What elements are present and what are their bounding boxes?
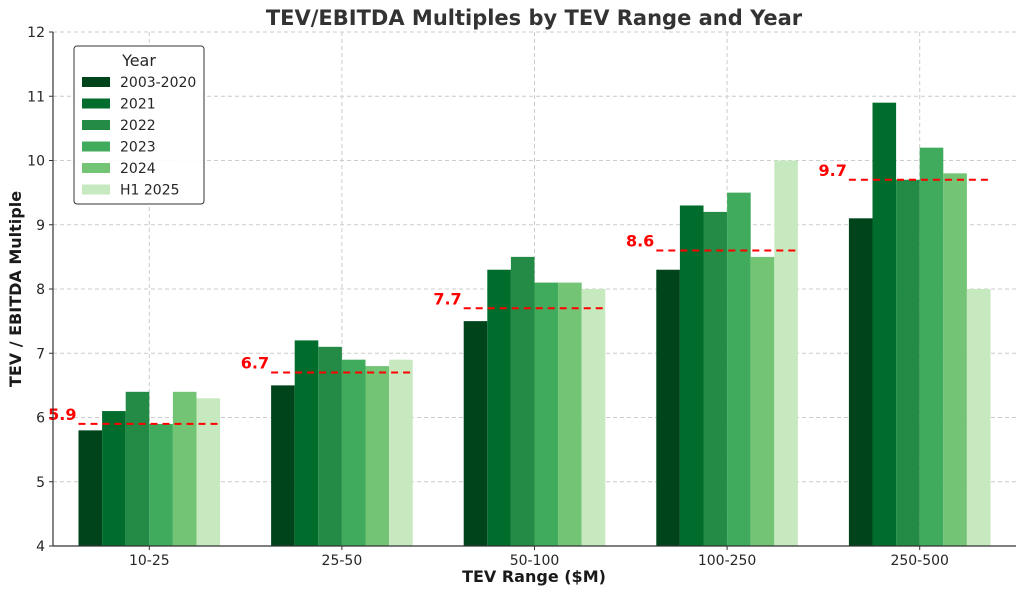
bar-10-25-h1-2025 <box>196 398 221 546</box>
bar-250-500-2024 <box>943 173 967 546</box>
average-label: 7.7 <box>433 289 461 308</box>
legend-entry: 2003-2020 <box>120 75 196 91</box>
bar-100-250-h1-2025 <box>774 160 798 546</box>
x-tick-label: 50-100 <box>510 553 560 569</box>
bar-25-50-2024 <box>365 366 390 546</box>
bar-10-25-2022 <box>125 391 150 546</box>
bar-50-100-2003-2020 <box>463 321 488 546</box>
legend-entry: H1 2025 <box>120 183 180 199</box>
legend-entry: 2022 <box>120 118 156 134</box>
bar-25-50-2022 <box>318 346 342 546</box>
bar-25-50-h1-2025 <box>389 359 413 546</box>
y-tick-label: 12 <box>27 25 45 41</box>
bar-10-25-2024 <box>172 391 197 546</box>
legend-swatch <box>82 98 110 109</box>
bar-50-100-2024 <box>558 282 582 546</box>
average-label: 5.9 <box>48 405 76 424</box>
bar-50-100-h1-2025 <box>581 289 606 546</box>
legend-entry: 2021 <box>120 97 156 113</box>
x-tick-label: 10-25 <box>129 553 170 569</box>
chart-title: TEV/EBITDA Multiples by TEV Range and Ye… <box>266 6 803 30</box>
bar-100-250-2021 <box>679 205 704 546</box>
legend-entry: 2023 <box>120 140 156 156</box>
y-tick-label: 6 <box>36 411 45 427</box>
y-tick-label: 10 <box>27 154 45 170</box>
y-tick-label: 11 <box>27 89 45 105</box>
bar-10-25-2021 <box>102 411 126 546</box>
bar-50-100-2023 <box>534 282 559 546</box>
bar-25-50-2003-2020 <box>271 385 295 546</box>
average-label: 9.7 <box>819 161 847 180</box>
x-axis-label: TEV Range ($M) <box>462 567 606 586</box>
legend-swatch <box>82 184 110 195</box>
x-tick-label: 100-250 <box>698 553 757 569</box>
legend-entry: 2024 <box>120 161 156 177</box>
bar-250-500-h1-2025 <box>966 289 991 546</box>
bar-250-500-2022 <box>896 179 920 546</box>
bar-50-100-2021 <box>487 269 511 546</box>
legend-swatch <box>82 163 110 173</box>
legend-title: Year <box>121 51 156 70</box>
average-label: 6.7 <box>241 354 269 373</box>
bar-25-50-2021 <box>294 340 319 546</box>
y-tick-label: 9 <box>36 218 45 234</box>
bar-25-50-2023 <box>341 359 366 546</box>
x-tick-label: 25-50 <box>322 553 363 569</box>
y-tick-label: 7 <box>36 346 45 362</box>
x-tick-label: 250-500 <box>890 553 949 569</box>
bar-50-100-2022 <box>510 256 535 546</box>
average-label: 8.6 <box>626 231 654 250</box>
bar-100-250-2022 <box>703 211 728 546</box>
y-tick-label: 5 <box>36 475 45 491</box>
bar-10-25-2023 <box>149 423 173 546</box>
legend-swatch <box>82 120 110 130</box>
y-axis-label: TEV / EBITDA Multiple <box>6 191 25 387</box>
bar-100-250-2003-2020 <box>656 269 680 546</box>
y-tick-label: 4 <box>36 539 45 555</box>
bar-100-250-2023 <box>727 192 751 546</box>
y-tick-label: 8 <box>36 282 45 298</box>
legend-swatch <box>82 77 110 87</box>
bar-100-250-2024 <box>750 256 775 546</box>
bar-250-500-2023 <box>919 147 944 546</box>
bar-250-500-2021 <box>872 102 897 547</box>
legend-swatch <box>82 141 110 152</box>
bar-250-500-2003-2020 <box>848 218 873 546</box>
bar-10-25-2003-2020 <box>78 430 103 546</box>
